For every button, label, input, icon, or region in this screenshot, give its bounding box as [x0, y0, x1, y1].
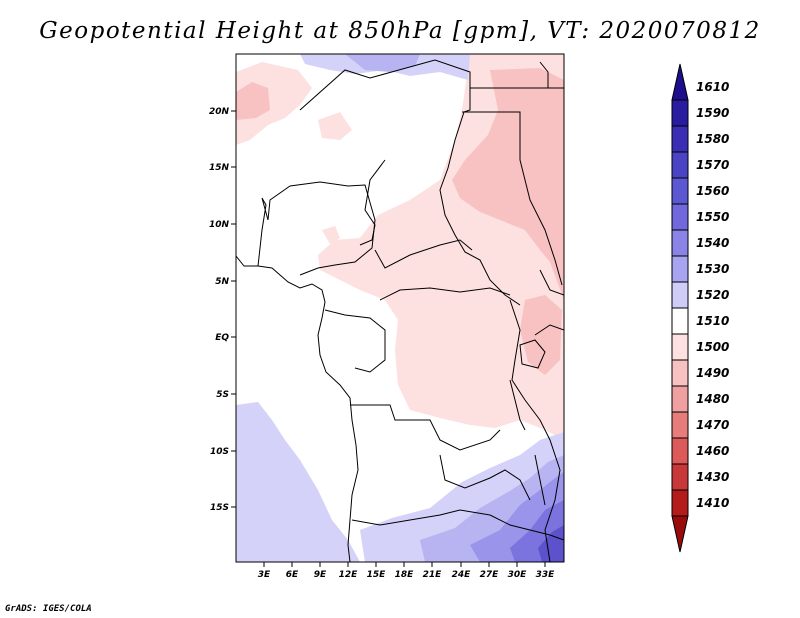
- shade-1520-southwest: [236, 402, 360, 562]
- shade-1490-west: [236, 82, 270, 120]
- shade-1490-northeast: [452, 68, 564, 300]
- lon-label-12E: 12E: [339, 570, 359, 580]
- border-sudan-east: [462, 111, 563, 286]
- map-frame: [235, 53, 565, 563]
- lake-victoria: [519, 339, 546, 369]
- colorbar-segment-6: [671, 229, 689, 257]
- grads-credit: GrADS: IGES/COLA: [5, 604, 92, 614]
- lake-tanganyika: [509, 379, 526, 431]
- border-sahara-north: [299, 59, 471, 113]
- colorbar-label-1480: 1480: [696, 392, 729, 406]
- border-chad-sudan: [439, 111, 521, 306]
- height-field: [236, 54, 564, 562]
- lon-label-33E: 33E: [536, 570, 556, 580]
- colorbar-label-1510: 1510: [696, 314, 729, 328]
- lon-label-30E: 30E: [508, 570, 528, 580]
- lon-label-24E: 24E: [452, 570, 472, 580]
- colorbar-label-1470: 1470: [696, 418, 729, 432]
- lat-label-10N: 10N: [209, 220, 230, 230]
- colorbar-label-1560: 1560: [696, 184, 729, 198]
- border-drc-north: [379, 287, 511, 301]
- shade-1530-north: [345, 54, 420, 72]
- border-kenya: [534, 324, 564, 336]
- colorbar-label-1460: 1460: [696, 444, 729, 458]
- lon-label-3E: 3E: [258, 570, 271, 580]
- colorbar-segment-12: [671, 385, 689, 413]
- colorbar-arrow-top: [671, 63, 689, 101]
- lon-label-15E: 15E: [367, 570, 387, 580]
- coastlines-and-borders: [236, 59, 564, 562]
- lon-label-9E: 9E: [314, 570, 327, 580]
- longitude-axis: 3E 6E 9E 12E 15E 18E 21E 24E 27E 30E 33E: [258, 562, 555, 580]
- colorbar-segment-10: [671, 333, 689, 361]
- colorbar-segment-11: [671, 359, 689, 387]
- border-niger-chad: [359, 159, 386, 246]
- colorbar-label-1590: 1590: [696, 106, 729, 120]
- border-cameroon-car: [374, 239, 473, 269]
- colorbar-label-1580: 1580: [696, 132, 729, 146]
- colorbar-label-1520: 1520: [696, 288, 729, 302]
- colorbar-label-1490: 1490: [696, 366, 729, 380]
- lon-label-6E: 6E: [286, 570, 299, 580]
- colorbar-label-1550: 1550: [696, 210, 729, 224]
- colorbar-label-1410: 1410: [696, 496, 729, 510]
- colorbar-label-1540: 1540: [696, 236, 729, 250]
- border-zimbabwe-mozambique: [489, 514, 564, 541]
- colorbar-label-1530: 1530: [696, 262, 729, 276]
- lat-label-5N: 5N: [215, 277, 229, 287]
- colorbar-segment-3: [671, 151, 689, 179]
- colorbar-segment-9: [671, 307, 689, 335]
- shade-1500-north: [318, 112, 352, 140]
- border-nigeria: [267, 181, 376, 276]
- colorbar: 1610 1590 1580 1570 1560 1550 1540 1530 1520 1510…: [671, 63, 729, 553]
- shade-1560-southeast: [538, 525, 564, 562]
- shade-1490-lakes: [520, 295, 562, 375]
- lat-label-EQ: EQ: [215, 333, 229, 343]
- lat-label-10S: 10S: [210, 447, 229, 457]
- colorbar-segment-16: [671, 489, 689, 517]
- lat-label-5S: 5S: [216, 390, 229, 400]
- map-title: Geopotential Height at 850hPa [gpm], VT:…: [39, 18, 761, 44]
- colorbar-label-1570: 1570: [696, 158, 729, 172]
- border-somalia-lake: [539, 61, 549, 88]
- colorbar-segment-13: [671, 411, 689, 439]
- colorbar-segment-5: [671, 203, 689, 231]
- colorbar-label-1500: 1500: [696, 340, 729, 354]
- border-drc-angola: [350, 404, 501, 451]
- latitude-axis: 20N 15N 10N 5N EQ 5S 10S 15S: [209, 107, 236, 513]
- border-benin-togo: [257, 197, 269, 267]
- lat-label-15S: 15S: [210, 503, 229, 513]
- border-east-africa: [509, 299, 561, 562]
- colorbar-segment-2: [671, 125, 689, 153]
- lon-label-27E: 27E: [480, 570, 500, 580]
- colorbar-label-1430: 1430: [696, 470, 729, 484]
- colorbar-segment-7: [671, 255, 689, 283]
- colorbar-arrow-bottom: [671, 515, 689, 553]
- colorbar-segment-14: [671, 437, 689, 465]
- lon-label-18E: 18E: [395, 570, 415, 580]
- border-gabon-congo: [324, 309, 386, 373]
- shade-1500-northwest: [236, 62, 312, 145]
- border-ethiopia: [539, 269, 564, 296]
- lat-label-15N: 15N: [209, 163, 230, 173]
- colorbar-segment-8: [671, 281, 689, 309]
- colorbar-segment-1: [671, 99, 689, 127]
- border-zambia: [439, 454, 531, 501]
- lat-label-20N: 20N: [209, 107, 230, 117]
- lon-label-21E: 21E: [423, 570, 443, 580]
- colorbar-segment-15: [671, 463, 689, 491]
- shade-1500-spot: [322, 226, 340, 244]
- coastline-west-africa: [236, 255, 359, 562]
- lake-malawi: [534, 454, 546, 506]
- colorbar-label-1610: 1610: [696, 80, 729, 94]
- border-angola-south: [351, 509, 491, 526]
- colorbar-segment-4: [671, 177, 689, 205]
